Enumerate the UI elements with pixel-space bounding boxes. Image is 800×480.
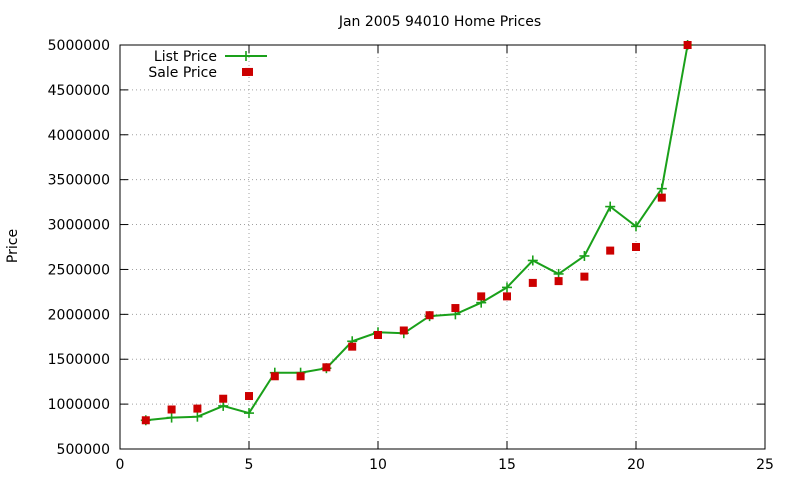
data-point [192,411,203,422]
data-point [528,278,537,287]
y-tick-label: 2000000 [48,307,110,323]
data-point [451,304,460,313]
data-point [296,372,305,381]
y-tick-label: 500000 [57,442,110,458]
data-point [348,342,357,351]
data-point [503,292,511,301]
data-point [374,330,382,339]
data-point [166,412,177,423]
x-tick-label: 5 [245,457,254,473]
axis-ticks: 0 5 10 15 20 25 500000 1000000 1500000 2000000 250… [48,38,774,473]
data-point [527,255,538,266]
y-tick-label: 5000000 [48,38,110,54]
data-point [193,404,202,413]
data-point [502,282,512,293]
legend-swatch-marker [241,51,251,61]
y-axis-label: Price [5,229,21,263]
data-point [141,416,150,425]
x-tick-label: 15 [498,457,516,473]
data-point [425,311,434,320]
data-point [167,405,176,414]
legend-swatch-marker [242,68,250,76]
data-point [605,201,616,212]
data-point [219,394,228,403]
data-point [657,193,666,202]
data-point [631,221,641,232]
x-tick-label: 0 [116,457,125,473]
data-point [656,183,667,194]
data-point [632,243,640,251]
chart-title: Jan 2005 94010 Home Prices [338,14,541,30]
y-tick-label: 1500000 [48,352,110,368]
series-sale-price [141,41,692,425]
series-line [145,44,689,422]
data-point [554,277,563,286]
data-point [606,246,615,255]
y-tick-label: 4500000 [48,83,110,99]
series-list-price [140,40,693,426]
data-point [245,392,253,401]
data-point [244,408,254,419]
legend-label: Sale Price [148,65,217,81]
legend-label: List Price [154,49,217,65]
y-tick-label: 1000000 [48,397,110,413]
x-tick-label: 25 [756,457,774,473]
y-tick-label: 3500000 [48,173,110,189]
x-tick-label: 20 [627,457,645,473]
data-point [683,41,692,49]
data-point [579,250,590,261]
data-point [477,292,486,301]
data-point [322,363,331,372]
data-point [270,372,279,381]
grid-lines [120,45,765,449]
x-tick-label: 10 [369,457,387,473]
y-tick-label: 2500000 [48,262,110,278]
plot-frame [119,44,766,450]
data-point [580,272,589,281]
y-tick-label: 3000000 [48,218,110,234]
series-layer [140,40,693,426]
data-point [399,326,408,335]
y-tick-label: 4000000 [48,128,110,144]
